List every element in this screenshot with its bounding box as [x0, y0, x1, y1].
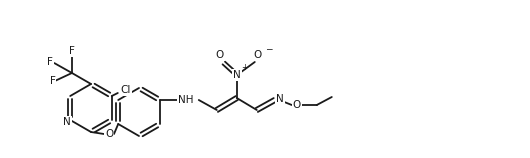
Text: N: N [276, 94, 284, 104]
Text: NH: NH [178, 95, 193, 105]
Text: Cl: Cl [121, 85, 131, 95]
Text: F: F [49, 76, 55, 86]
Text: F: F [69, 46, 75, 56]
Text: O: O [254, 50, 262, 60]
Text: +: + [241, 64, 248, 73]
Text: O: O [293, 100, 301, 110]
Text: O: O [105, 129, 113, 139]
Text: F: F [47, 57, 54, 67]
Text: N: N [64, 117, 71, 127]
Text: N: N [233, 70, 241, 80]
Text: O: O [216, 50, 224, 60]
Text: −: − [265, 45, 272, 54]
